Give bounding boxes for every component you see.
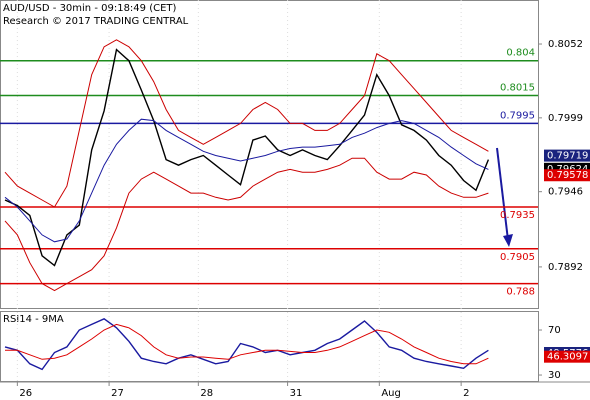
series-line <box>4 157 489 292</box>
last-value-label: 0.79578 <box>547 170 588 181</box>
level-label: 0.788 <box>506 287 535 298</box>
level-label: 0.8015 <box>500 83 535 94</box>
series-line <box>4 48 490 267</box>
last-value-label: 46.3097 <box>547 352 588 363</box>
series-line <box>5 323 489 365</box>
y-tick-label: 0.7999 <box>548 113 583 124</box>
y-tick-label: 70 <box>548 325 561 336</box>
price-panel <box>0 0 539 309</box>
y-tick-label: 0.7892 <box>548 262 583 273</box>
x-tick-label: 31 <box>290 388 303 399</box>
forecast-arrow <box>496 147 509 241</box>
last-value-box <box>544 149 590 162</box>
y-tick-label: 0.8052 <box>548 39 583 50</box>
x-tick-label: 26 <box>19 388 32 399</box>
series-line <box>4 118 489 243</box>
level-label: 0.7935 <box>500 210 535 221</box>
y-tick-label: 30 <box>548 370 561 381</box>
last-value-box <box>544 350 590 363</box>
forecast-arrow-head <box>503 234 513 247</box>
chart-title: AUD/USD - 30min - 09:18:49 (CET) <box>3 3 177 14</box>
last-value-box <box>544 169 590 182</box>
chart-subtitle: Research © 2017 TRADING CENTRAL <box>3 16 189 27</box>
x-tick-label: Aug <box>381 388 401 399</box>
rsi-panel <box>0 311 539 382</box>
series-line <box>4 317 489 371</box>
level-label: 0.7905 <box>500 252 535 263</box>
last-value-label: 0.79719 <box>547 151 588 162</box>
y-tick-label: 0.7946 <box>548 187 583 198</box>
level-label: 0.7995 <box>500 110 535 121</box>
x-tick-label: 27 <box>111 388 124 399</box>
x-tick-label: 2 <box>463 388 469 399</box>
x-tick-label: 28 <box>200 388 213 399</box>
level-label: 0.804 <box>506 48 535 59</box>
rsi-title: RSI14 - 9MA <box>3 314 64 325</box>
series-line <box>4 39 489 208</box>
